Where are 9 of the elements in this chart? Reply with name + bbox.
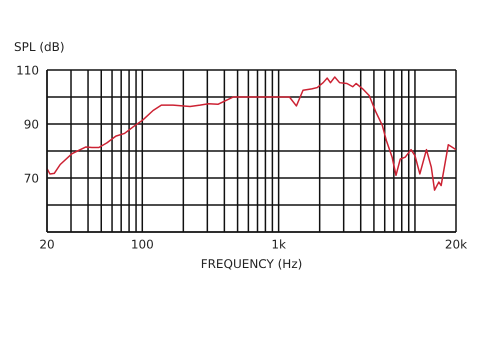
x-tick-label: 100: [130, 238, 154, 252]
x-tick-label: 1k: [271, 238, 286, 252]
y-tick-label: 70: [24, 171, 39, 186]
x-tick-label: 20: [39, 238, 55, 252]
y-axis-title: SPL (dB): [14, 40, 65, 54]
y-tick-label: 90: [24, 117, 39, 132]
x-tick-label: 20k: [444, 238, 468, 252]
x-axis-title: FREQUENCY (Hz): [200, 257, 302, 271]
y-tick-label: 110: [16, 63, 39, 78]
